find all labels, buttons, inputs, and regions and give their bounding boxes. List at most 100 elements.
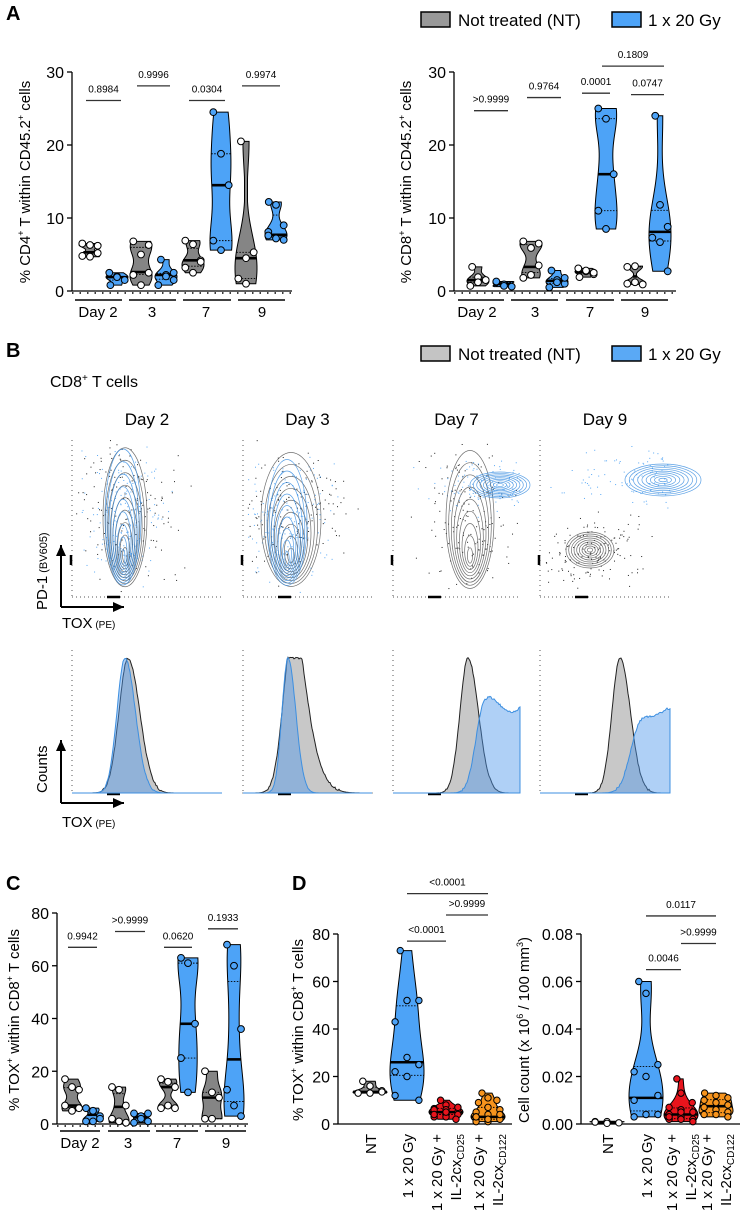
event-dot <box>84 492 86 494</box>
event-dot <box>464 474 466 476</box>
event-dot <box>441 478 443 480</box>
event-dot <box>279 489 281 491</box>
contour-line <box>578 541 602 559</box>
event-dot <box>283 553 285 555</box>
event-dot <box>492 486 494 488</box>
event-dot <box>299 469 301 471</box>
event-dot <box>587 571 589 573</box>
label-main: PD-1 <box>34 576 51 610</box>
data-point <box>665 1113 673 1121</box>
event-dot <box>503 489 505 491</box>
p-value-label: 0.0620 <box>163 931 194 942</box>
event-dot <box>471 565 473 567</box>
event-dot <box>120 503 122 505</box>
event-dot <box>515 462 517 464</box>
label-sub: (PE) <box>93 819 116 830</box>
event-dot <box>106 537 108 539</box>
event-dot <box>335 488 337 490</box>
event-dot <box>272 528 274 530</box>
event-dot <box>479 498 481 500</box>
contour-line <box>641 470 685 490</box>
event-dot <box>470 495 472 497</box>
event-dot <box>453 493 455 495</box>
event-dot <box>114 451 116 453</box>
event-dot <box>508 479 510 481</box>
event-dot <box>319 493 321 495</box>
contour-line <box>482 477 518 493</box>
event-dot <box>170 526 172 528</box>
event-dot <box>415 557 417 559</box>
event-dot <box>582 479 584 481</box>
event-dot <box>126 564 128 566</box>
event-dot <box>334 530 336 532</box>
event-dot <box>295 476 297 478</box>
event-dot <box>117 546 119 548</box>
event-dot <box>121 530 123 532</box>
event-dot <box>271 507 273 509</box>
event-dot <box>472 510 474 512</box>
event-dot <box>264 464 266 466</box>
event-dot <box>248 479 250 481</box>
event-dot <box>119 476 121 478</box>
contour-line <box>448 462 492 586</box>
event-dot <box>318 474 320 476</box>
event-dot <box>290 517 292 519</box>
contour-line <box>461 523 479 570</box>
y-axis-label: % TOX+ within CD8+ T cells <box>289 939 307 1121</box>
data-point <box>242 279 250 288</box>
event-dot <box>120 459 122 461</box>
y-tick-label: 40 <box>312 1022 330 1039</box>
event-dot <box>315 506 317 508</box>
group-label: Day 2 <box>457 304 496 321</box>
event-dot <box>559 552 561 554</box>
event-dot <box>462 551 464 553</box>
event-dot <box>613 552 615 554</box>
event-dot <box>317 460 319 462</box>
event-dot <box>492 491 494 493</box>
panel-letter-a: A <box>6 3 20 25</box>
data-point <box>547 266 556 275</box>
event-dot <box>561 492 563 494</box>
event-dot <box>281 537 283 539</box>
event-dot <box>130 491 132 493</box>
event-dot <box>577 535 579 537</box>
event-dot <box>116 486 118 488</box>
data-point <box>603 1119 611 1127</box>
data-point <box>89 1106 97 1115</box>
event-dot <box>478 495 480 497</box>
data-point <box>700 1096 708 1104</box>
event-dot <box>653 476 655 478</box>
event-dot <box>319 519 321 521</box>
event-dot <box>473 462 475 464</box>
event-dot <box>86 494 88 496</box>
event-dot <box>489 551 491 553</box>
violin-nt <box>201 1067 223 1123</box>
event-dot <box>307 521 309 523</box>
p-value-label: 0.8984 <box>88 84 119 95</box>
data-point <box>654 1060 662 1069</box>
event-dot <box>614 560 616 562</box>
event-dot <box>579 517 581 519</box>
event-dot <box>98 527 100 529</box>
event-dot <box>309 456 311 458</box>
event-dot <box>451 470 453 472</box>
event-dot <box>130 554 132 556</box>
event-dot <box>462 509 464 511</box>
event-dot <box>619 461 621 463</box>
data-point <box>354 1089 362 1097</box>
event-dot <box>638 524 640 526</box>
event-dot <box>492 577 494 579</box>
data-point <box>157 1075 165 1084</box>
event-dot <box>247 507 249 509</box>
event-dot <box>461 443 463 445</box>
contour-line <box>464 535 476 567</box>
event-dot <box>249 503 251 505</box>
event-dot <box>631 479 633 481</box>
event-dot <box>288 526 290 528</box>
event-dot <box>272 497 274 499</box>
event-dot <box>174 574 176 576</box>
event-dot <box>588 476 590 478</box>
event-dot <box>489 493 491 495</box>
event-dot <box>657 453 659 455</box>
event-dot <box>100 509 102 511</box>
